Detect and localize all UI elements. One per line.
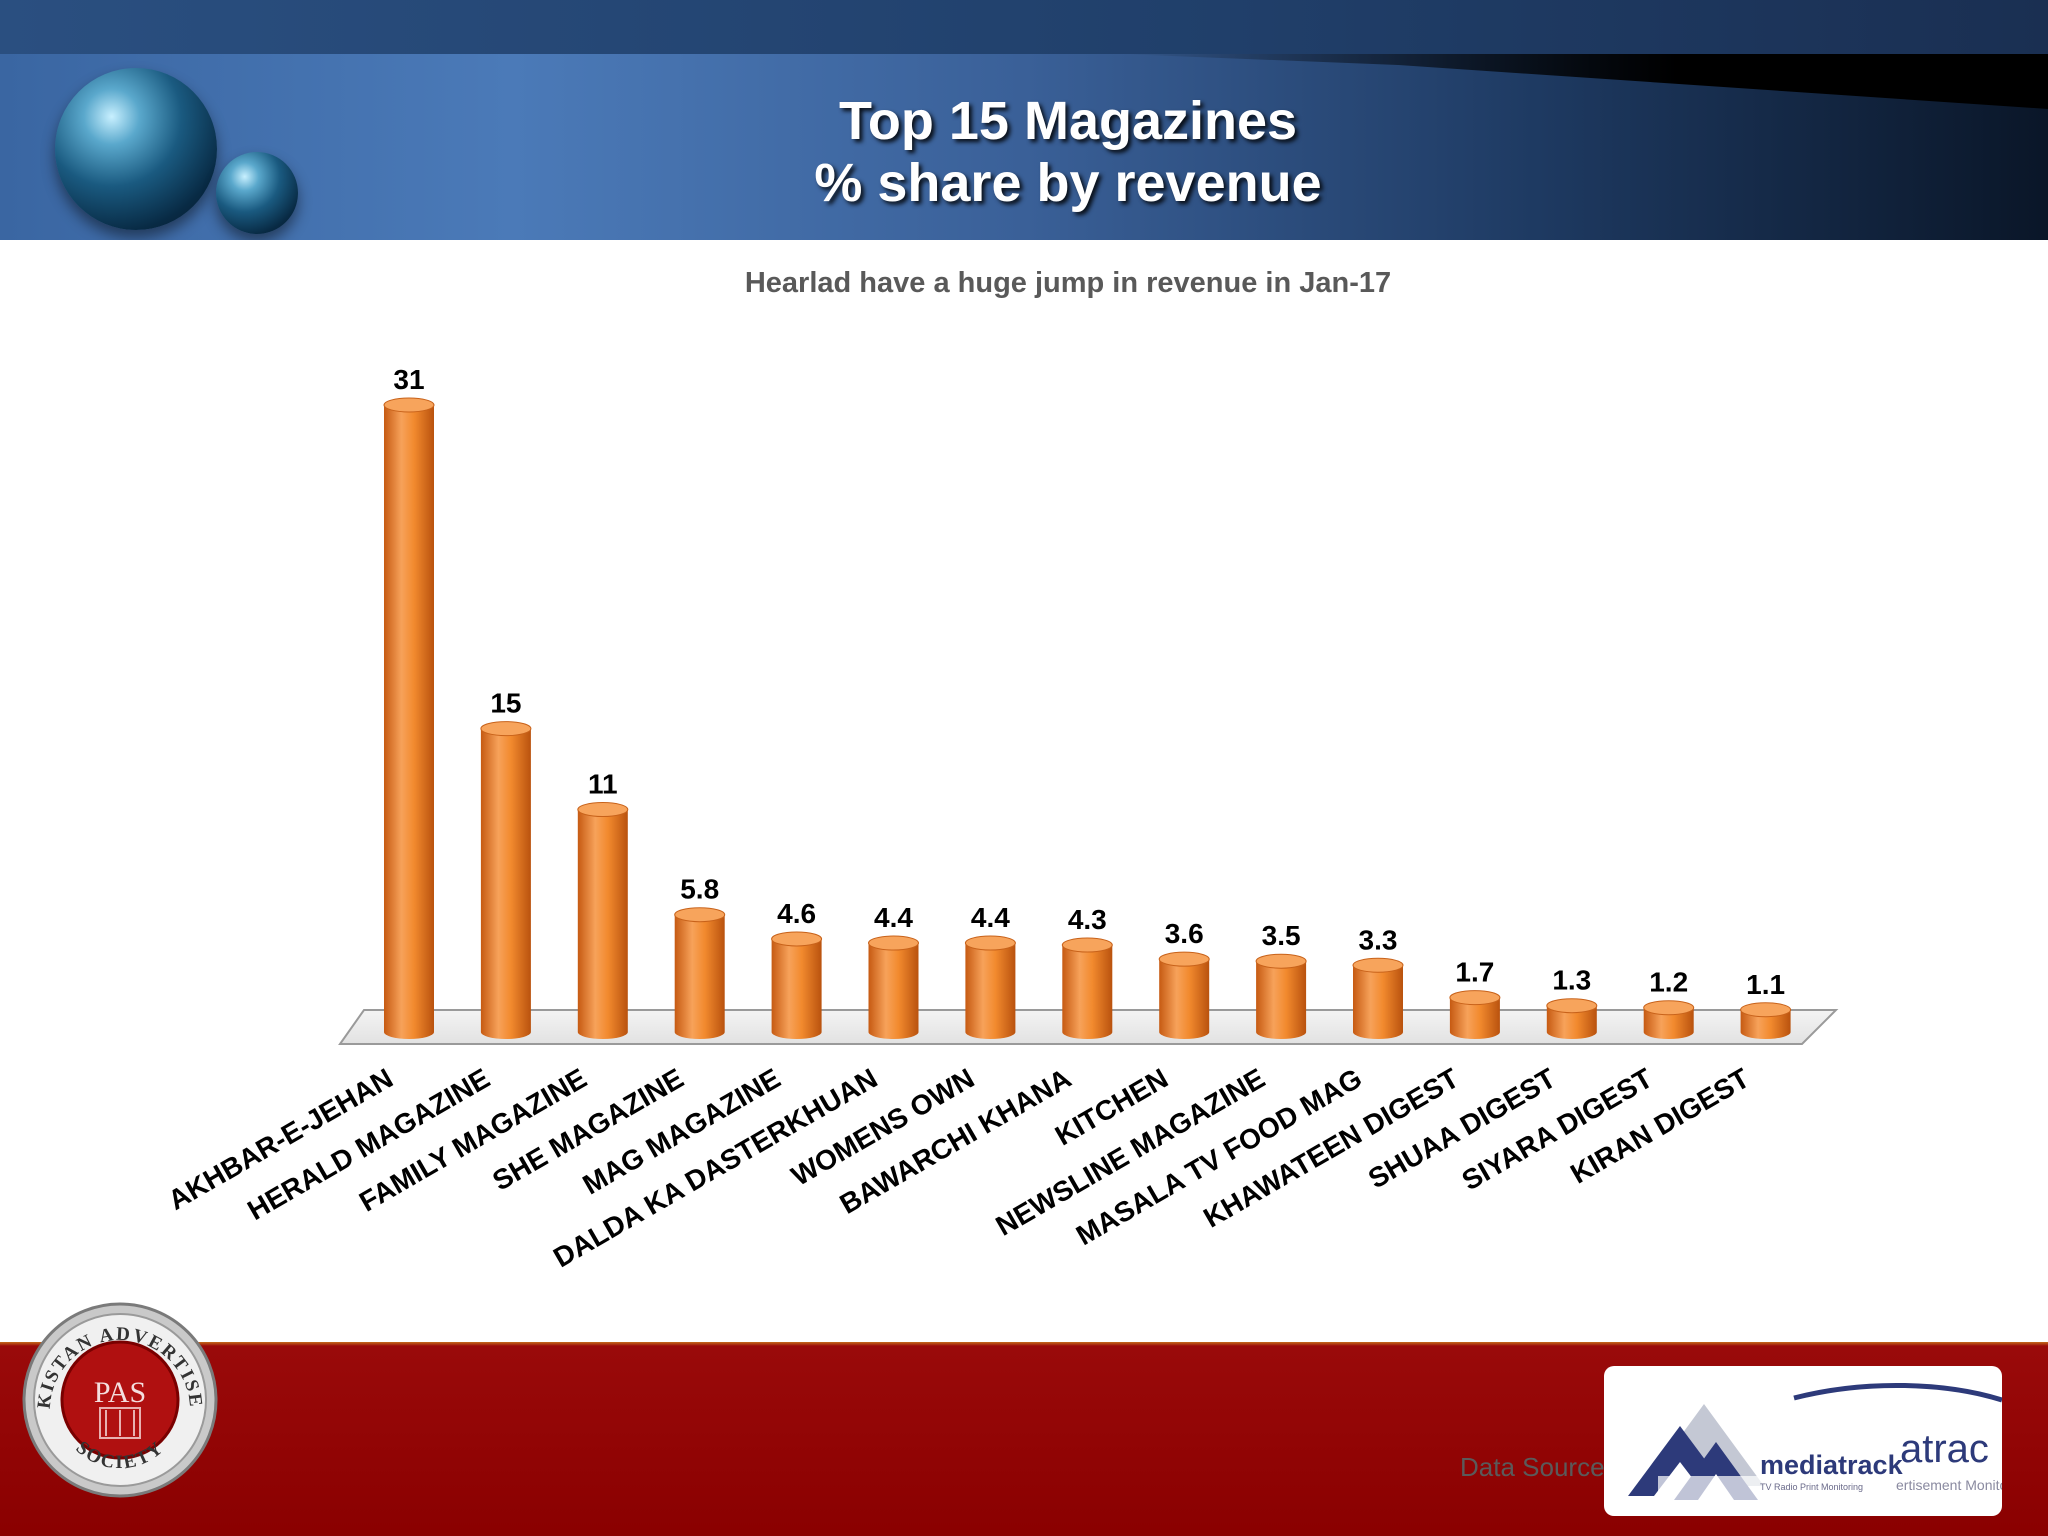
bar-2 bbox=[480, 721, 532, 1039]
bar-body bbox=[577, 809, 628, 1039]
pas-initials: PAS bbox=[94, 1376, 146, 1409]
mediatrack-partial-sub: ertisement Monito bbox=[1896, 1477, 2002, 1493]
bar-body bbox=[1062, 945, 1113, 1039]
value-label-5: 4.6 bbox=[777, 898, 816, 929]
bar-top-cap bbox=[771, 931, 823, 947]
bar-5 bbox=[771, 931, 823, 1039]
bar-top-cap bbox=[1158, 951, 1210, 967]
bar-body bbox=[674, 914, 725, 1039]
value-label-3: 11 bbox=[588, 769, 618, 800]
slide-title: Top 15 Magazines % share by revenue bbox=[0, 90, 2048, 214]
bar-top-cap bbox=[1255, 953, 1307, 969]
bar-body bbox=[868, 943, 919, 1039]
mediatrack-name: mediatrack bbox=[1760, 1450, 1904, 1480]
value-label-1: 31 bbox=[393, 364, 424, 395]
bar-body bbox=[1740, 1009, 1791, 1039]
bar-8 bbox=[1061, 937, 1113, 1039]
header-banner bbox=[0, 0, 2048, 240]
mediatrack-partial: atrac bbox=[1900, 1427, 1989, 1471]
bar-body bbox=[965, 943, 1016, 1039]
chart-subtitle: Hearlad have a huge jump in revenue in J… bbox=[744, 267, 1392, 299]
value-label-13: 1.3 bbox=[1552, 965, 1591, 996]
bar-top-cap bbox=[480, 721, 532, 737]
value-label-15: 1.1 bbox=[1746, 969, 1785, 1000]
bar-body bbox=[1643, 1007, 1694, 1039]
small-globe-icon bbox=[216, 152, 298, 234]
title-line-2: % share by revenue bbox=[814, 153, 1322, 213]
bar-top-cap bbox=[1352, 957, 1404, 973]
bar-top-cap bbox=[1546, 998, 1598, 1014]
bar-body bbox=[1159, 959, 1210, 1039]
bar-14 bbox=[1643, 1000, 1695, 1039]
bar-body bbox=[1256, 961, 1307, 1039]
bar-chart: 31 15 11 5.8 4.6 4.4 4.4 4.3 3.6 3.5 3.3 1.7 1.3 1.2 1… bbox=[163, 364, 1839, 1273]
value-label-2: 15 bbox=[490, 688, 521, 719]
bar-9 bbox=[1158, 951, 1210, 1039]
value-label-11: 3.3 bbox=[1359, 924, 1398, 955]
bar-4 bbox=[674, 907, 726, 1039]
bar-11 bbox=[1352, 957, 1404, 1039]
large-globe-icon bbox=[55, 68, 217, 230]
mediatrack-logo: mediatrack TV Radio Print Monitoring atr… bbox=[1604, 1366, 2002, 1516]
bar-body bbox=[1353, 965, 1403, 1039]
bar-top-cap bbox=[1740, 1002, 1792, 1018]
value-labels-group: 31 15 11 5.8 4.6 4.4 4.4 4.3 3.6 3.5 3.3 1.7 1.3 1.2 1… bbox=[393, 364, 1785, 1000]
bars-group bbox=[383, 397, 1792, 1039]
value-label-14: 1.2 bbox=[1649, 967, 1688, 998]
value-label-7: 4.4 bbox=[971, 902, 1010, 933]
value-label-10: 3.5 bbox=[1262, 920, 1301, 951]
value-label-8: 4.3 bbox=[1068, 904, 1107, 935]
value-label-6: 4.4 bbox=[874, 902, 913, 933]
bar-13 bbox=[1546, 998, 1598, 1039]
bar-1 bbox=[383, 397, 435, 1039]
bar-body bbox=[1546, 1005, 1597, 1039]
bar-top-cap bbox=[674, 907, 726, 923]
bar-15 bbox=[1740, 1002, 1792, 1039]
title-line-1: Top 15 Magazines bbox=[838, 91, 1298, 151]
bar-top-cap bbox=[868, 935, 919, 951]
value-label-9: 3.6 bbox=[1165, 918, 1204, 949]
value-label-4: 5.8 bbox=[680, 874, 719, 905]
pas-logo: PAS PAKISTAN ADVERTISERS SOCIETY bbox=[12, 1284, 220, 1500]
bar-top-cap bbox=[1643, 1000, 1695, 1016]
bar-3 bbox=[577, 802, 629, 1039]
header-top-band bbox=[0, 0, 2048, 54]
bar-6 bbox=[868, 935, 919, 1039]
bar-top-cap bbox=[383, 397, 435, 413]
mediatrack-tagline: TV Radio Print Monitoring bbox=[1760, 1482, 1863, 1492]
bar-top-cap bbox=[1449, 990, 1501, 1006]
bar-10 bbox=[1255, 953, 1307, 1039]
bar-body bbox=[384, 405, 434, 1039]
bar-body bbox=[771, 938, 822, 1039]
bar-top-cap bbox=[577, 802, 629, 818]
bar-top-cap bbox=[1061, 937, 1113, 953]
bar-body bbox=[1449, 997, 1500, 1039]
bar-top-cap bbox=[964, 935, 1016, 951]
bar-7 bbox=[964, 935, 1016, 1039]
data-source-label: Data Source: bbox=[1460, 1452, 1612, 1482]
value-label-12: 1.7 bbox=[1455, 957, 1494, 988]
bar-body bbox=[480, 728, 531, 1039]
bar-12 bbox=[1449, 990, 1501, 1039]
